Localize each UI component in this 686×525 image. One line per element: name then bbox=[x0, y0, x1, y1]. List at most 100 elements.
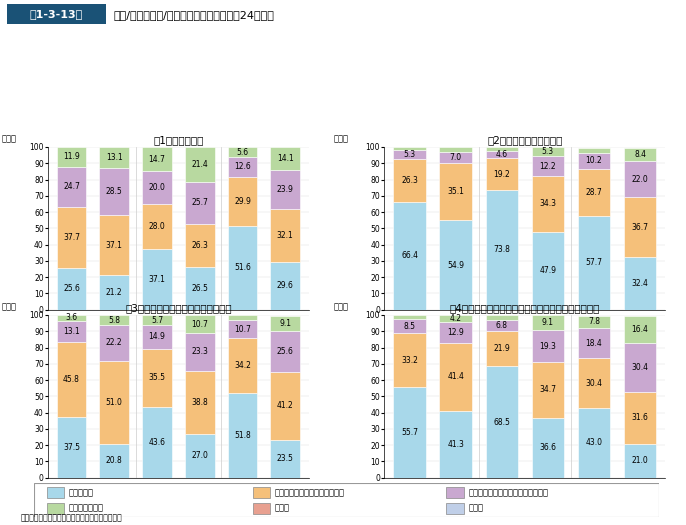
Text: 5.3: 5.3 bbox=[542, 148, 554, 156]
Text: （％）: （％） bbox=[1, 135, 16, 144]
Text: 算数・数学: 算数・数学 bbox=[165, 337, 192, 345]
Text: 41.3: 41.3 bbox=[447, 439, 464, 449]
Text: 13.1: 13.1 bbox=[106, 153, 123, 162]
Text: （％）: （％） bbox=[1, 303, 16, 312]
Text: 国語: 国語 bbox=[88, 337, 98, 345]
Bar bbox=[270, 316, 300, 331]
Bar bbox=[142, 316, 172, 325]
Text: 25.7: 25.7 bbox=[191, 198, 208, 207]
Bar bbox=[253, 487, 270, 498]
Bar bbox=[47, 503, 64, 513]
Bar bbox=[393, 319, 425, 333]
Text: 当てはまる: 当てはまる bbox=[69, 488, 93, 497]
Text: 当てはまらない: 当てはまらない bbox=[69, 504, 104, 513]
Text: 23.5: 23.5 bbox=[276, 454, 294, 463]
Text: 国語: 国語 bbox=[88, 505, 98, 513]
Text: 12.9: 12.9 bbox=[447, 328, 464, 337]
Text: 30.4: 30.4 bbox=[585, 379, 602, 387]
Text: 33.2: 33.2 bbox=[401, 355, 418, 364]
Text: 12.2: 12.2 bbox=[539, 162, 556, 171]
Text: 43.6: 43.6 bbox=[148, 438, 165, 447]
Bar bbox=[440, 322, 472, 343]
Text: 29.6: 29.6 bbox=[276, 281, 294, 290]
Bar bbox=[185, 371, 215, 434]
Bar bbox=[142, 325, 172, 349]
Bar bbox=[228, 316, 257, 320]
Bar bbox=[99, 316, 129, 325]
Text: 25.6: 25.6 bbox=[63, 285, 80, 293]
Text: 22.0: 22.0 bbox=[632, 175, 648, 184]
Bar bbox=[532, 148, 564, 156]
Text: 23.9: 23.9 bbox=[276, 185, 294, 194]
Text: 19.2: 19.2 bbox=[493, 170, 510, 179]
Text: 国語/算数・数学/理科に対する意識（平成24年度）: 国語/算数・数学/理科に対する意識（平成24年度） bbox=[113, 9, 274, 20]
Text: 54.9: 54.9 bbox=[447, 260, 464, 269]
Bar bbox=[99, 444, 129, 478]
Text: 5.7: 5.7 bbox=[151, 316, 163, 324]
Bar bbox=[578, 153, 610, 169]
Bar bbox=[270, 439, 300, 478]
Text: 3.6: 3.6 bbox=[65, 313, 78, 322]
Bar bbox=[532, 418, 564, 478]
Text: （％）: （％） bbox=[333, 303, 348, 312]
Text: 国語: 国語 bbox=[427, 337, 438, 345]
Text: 35.1: 35.1 bbox=[447, 187, 464, 196]
Bar bbox=[486, 159, 518, 190]
Bar bbox=[99, 169, 129, 215]
Bar bbox=[185, 224, 215, 267]
Text: 8.5: 8.5 bbox=[403, 322, 416, 331]
Text: 37.5: 37.5 bbox=[63, 443, 80, 452]
Bar bbox=[47, 487, 64, 498]
Text: 21.9: 21.9 bbox=[493, 344, 510, 353]
Bar bbox=[56, 147, 86, 166]
Text: 34.7: 34.7 bbox=[539, 385, 556, 394]
Bar bbox=[270, 372, 300, 439]
Title: （2）大切だと思いますか: （2）大切だと思いますか bbox=[487, 135, 563, 145]
Bar bbox=[578, 316, 610, 328]
Bar bbox=[185, 267, 215, 310]
Text: 43.0: 43.0 bbox=[585, 438, 602, 447]
Text: 7.8: 7.8 bbox=[588, 318, 600, 327]
Bar bbox=[624, 197, 657, 257]
Bar bbox=[447, 487, 464, 498]
Text: 37.1: 37.1 bbox=[106, 240, 123, 249]
Text: （％）: （％） bbox=[333, 135, 348, 144]
Text: 29.9: 29.9 bbox=[234, 197, 251, 206]
Bar bbox=[532, 362, 564, 418]
Text: 20.0: 20.0 bbox=[149, 183, 165, 192]
Bar bbox=[532, 232, 564, 310]
Text: 37.1: 37.1 bbox=[149, 275, 165, 284]
Bar bbox=[142, 171, 172, 204]
Bar bbox=[142, 407, 172, 478]
Text: 14.1: 14.1 bbox=[277, 154, 294, 163]
Text: 24.7: 24.7 bbox=[63, 182, 80, 191]
Bar bbox=[393, 159, 425, 202]
Text: 7.0: 7.0 bbox=[449, 153, 462, 162]
Text: 13.1: 13.1 bbox=[63, 327, 80, 336]
Text: 5.6: 5.6 bbox=[237, 148, 248, 156]
Text: 47.9: 47.9 bbox=[539, 266, 556, 275]
Bar bbox=[270, 171, 300, 209]
Bar bbox=[99, 215, 129, 275]
Text: 27.0: 27.0 bbox=[191, 452, 208, 460]
Bar bbox=[624, 392, 657, 444]
Text: 23.3: 23.3 bbox=[191, 347, 208, 356]
Bar bbox=[270, 148, 300, 171]
Bar bbox=[440, 316, 472, 322]
Text: 11.9: 11.9 bbox=[63, 152, 80, 161]
Bar bbox=[228, 177, 257, 226]
Bar bbox=[270, 261, 300, 310]
Text: 51.8: 51.8 bbox=[234, 431, 251, 440]
Bar bbox=[56, 315, 86, 321]
Text: どちらかといえば，当てはまらない: どちらかといえば，当てはまらない bbox=[468, 488, 548, 497]
Text: 21.4: 21.4 bbox=[191, 160, 208, 169]
Bar bbox=[56, 342, 86, 417]
Bar bbox=[142, 204, 172, 249]
Text: 9.1: 9.1 bbox=[542, 318, 554, 328]
Text: 73.8: 73.8 bbox=[493, 245, 510, 254]
Text: 36.7: 36.7 bbox=[632, 223, 648, 232]
Text: 第1-3-13図: 第1-3-13図 bbox=[30, 8, 83, 19]
Text: 14.9: 14.9 bbox=[149, 332, 165, 341]
Bar bbox=[253, 503, 270, 513]
Bar bbox=[56, 417, 86, 478]
